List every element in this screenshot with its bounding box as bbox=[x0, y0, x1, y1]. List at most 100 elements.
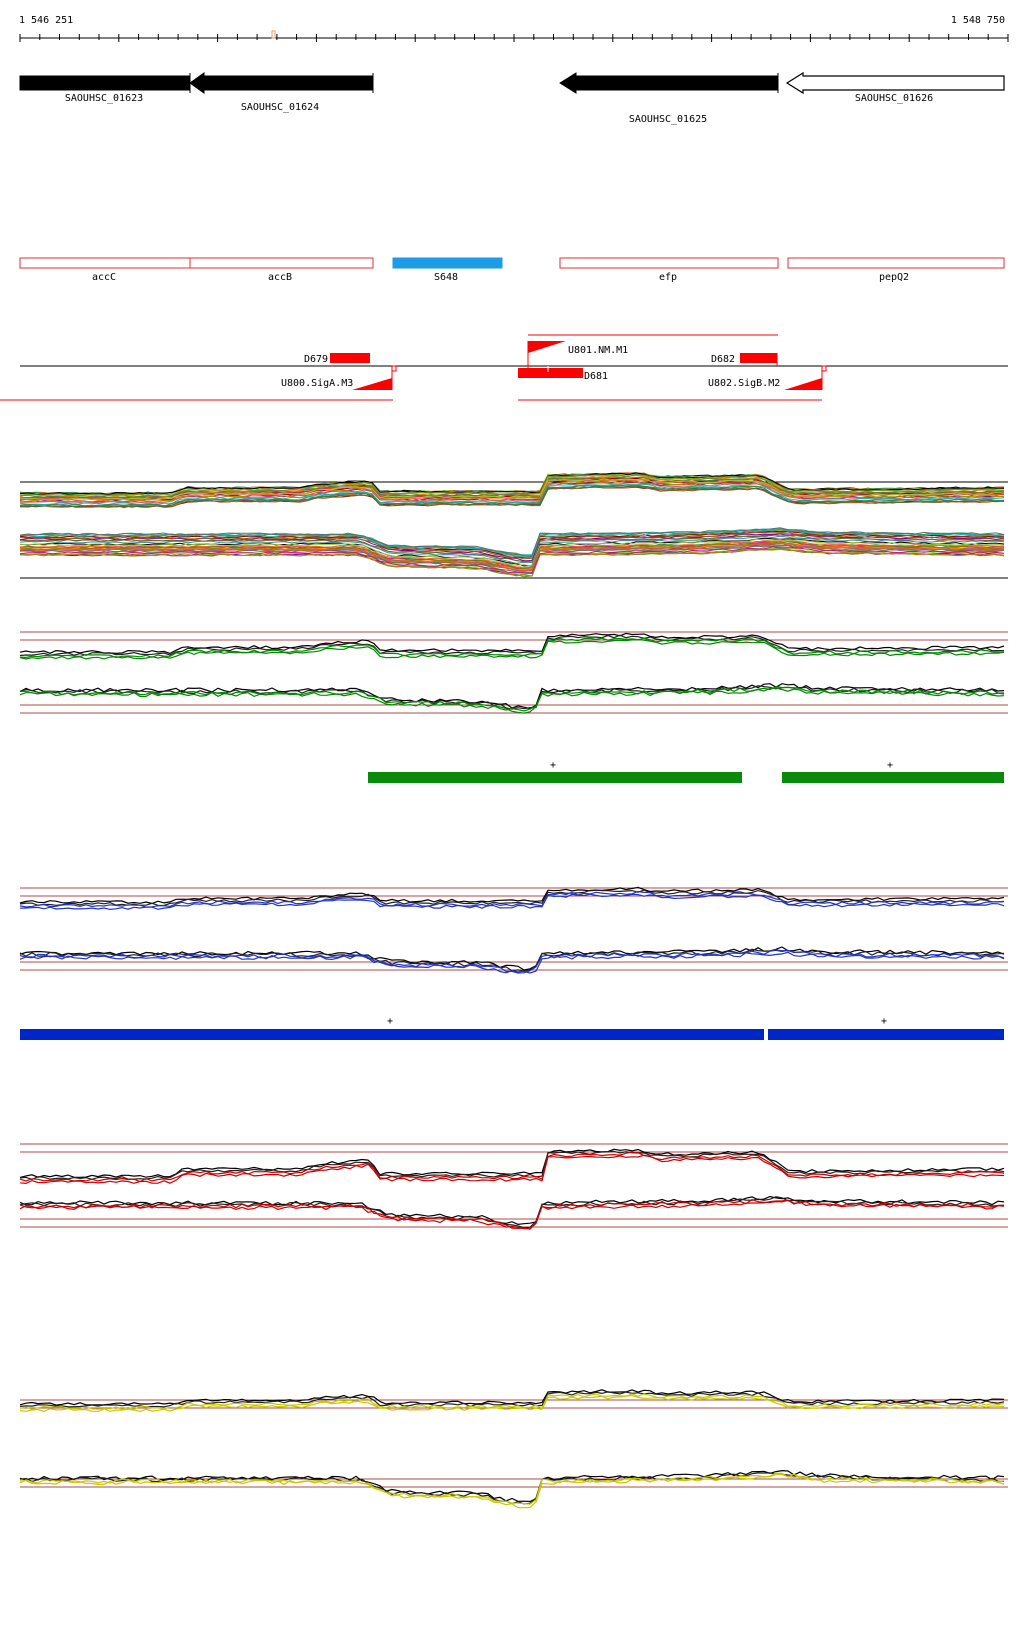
blue-track-lower-line bbox=[19, 951, 1005, 974]
multicolor-upper-line bbox=[19, 482, 1005, 504]
annotation-label-accb: accB bbox=[268, 272, 292, 283]
blue-segment-bar[interactable] bbox=[768, 1029, 1004, 1040]
multicolor-lower-line bbox=[19, 546, 1005, 574]
green-segment-bar[interactable] bbox=[782, 772, 1004, 783]
green-segment-mark: + bbox=[887, 760, 893, 771]
yellow-track-lower-line bbox=[19, 1472, 1005, 1505]
multicolor-lower-line bbox=[19, 538, 1005, 567]
annotation-label-pepq2: pepQ2 bbox=[879, 272, 909, 283]
blue-segment-mark: + bbox=[387, 1016, 393, 1027]
coordinate-ruler: 1 546 251 1 548 750 bbox=[19, 15, 1009, 42]
multicolor-lower-line bbox=[19, 541, 1005, 570]
expression-track-red bbox=[19, 1143, 1008, 1230]
multicolor-upper-line bbox=[19, 478, 1005, 501]
expression-track-yellow bbox=[19, 1389, 1008, 1509]
feature-block-d682[interactable] bbox=[740, 353, 777, 363]
multicolor-lower-line bbox=[19, 533, 1005, 562]
green-track-upper-line bbox=[19, 634, 1004, 657]
multicolor-upper-line bbox=[19, 485, 1005, 508]
yellow-track-upper-line bbox=[19, 1389, 1005, 1406]
gene-track: SAOUHSC_01623 SAOUHSC_01624 SAOUHSC_0162… bbox=[19, 71, 1005, 125]
blue-segment-mark: + bbox=[881, 1016, 887, 1027]
multicolor-lower-line bbox=[19, 537, 1005, 567]
annotation-box-pepq2[interactable] bbox=[787, 257, 1005, 269]
green-track-lower-line bbox=[19, 686, 1005, 712]
ruler-end-label: 1 548 750 bbox=[951, 15, 1005, 26]
gene-arrow-saouhsc-01625[interactable] bbox=[559, 72, 779, 94]
green-expression-lines bbox=[19, 632, 1005, 714]
green-segment-track: + + bbox=[368, 760, 1004, 783]
annotation-label-efp: efp bbox=[659, 272, 677, 283]
blue-track-lower-line bbox=[19, 948, 1005, 972]
annotation-box-s648[interactable] bbox=[392, 257, 503, 269]
multicolor-lower-line bbox=[19, 545, 1005, 574]
blue-segment-track: + + bbox=[20, 1016, 1004, 1040]
blue-track-lower-line bbox=[19, 946, 1005, 971]
gene-label-saouhsc-01624: SAOUHSC_01624 bbox=[241, 102, 319, 113]
gene-arrow-saouhsc-01624[interactable] bbox=[189, 72, 374, 94]
feature-label-d679: D679 bbox=[304, 354, 328, 365]
yellow-track-lower-line bbox=[19, 1469, 1005, 1503]
expression-track-blue bbox=[19, 886, 1008, 974]
blue-track-upper-line bbox=[19, 893, 1005, 911]
feature-label-u802: U802.SigB.M2 bbox=[708, 378, 780, 389]
multicolor-lower-line bbox=[19, 542, 1005, 572]
yellow-track-upper-line bbox=[19, 1391, 1005, 1408]
multicolor-upper-line bbox=[19, 484, 1005, 507]
gene-arrow-saouhsc-01626[interactable] bbox=[785, 71, 1005, 95]
blue-track-upper-line bbox=[19, 889, 1005, 907]
feature-wedge-u801[interactable] bbox=[528, 341, 566, 353]
multicolor-expression-lines bbox=[19, 472, 1005, 578]
blue-track-upper-line bbox=[19, 886, 1005, 905]
yellow-track-lower-line bbox=[19, 1472, 1005, 1505]
feature-track: D679 U800.SigA.M3 U801.NM.M1 D681 D682 U… bbox=[0, 334, 1008, 401]
feature-tick-u800 bbox=[391, 365, 397, 372]
green-segment-mark: + bbox=[550, 760, 556, 771]
green-track-lower-line bbox=[19, 685, 1005, 710]
annotation-box-accb[interactable] bbox=[189, 257, 374, 269]
red-track-upper-line bbox=[19, 1150, 1005, 1181]
feature-wedge-u800[interactable] bbox=[352, 378, 392, 390]
feature-block-d679[interactable] bbox=[330, 353, 370, 363]
green-track-upper-line bbox=[19, 638, 1005, 660]
multicolor-lower-line bbox=[19, 541, 1005, 571]
red-track-lower-line bbox=[19, 1199, 1005, 1230]
yellow-track-lower-line bbox=[19, 1473, 1005, 1509]
feature-tick-u802 bbox=[821, 365, 827, 372]
blue-expression-lines bbox=[19, 886, 1005, 974]
red-expression-lines bbox=[19, 1148, 1005, 1230]
multicolor-upper-line bbox=[19, 479, 1005, 503]
multicolor-lower-line bbox=[19, 528, 1005, 558]
gene-arrow-saouhsc-01623[interactable] bbox=[19, 75, 191, 91]
red-track-upper-line bbox=[19, 1148, 1005, 1179]
green-segment-bar[interactable] bbox=[368, 772, 742, 783]
annotation-label-accc: accC bbox=[92, 272, 116, 283]
multicolor-upper-line bbox=[19, 476, 1005, 499]
multicolor-lower-line bbox=[19, 535, 1005, 564]
green-track-upper-line bbox=[19, 637, 1005, 659]
red-track-lower-line bbox=[19, 1195, 1005, 1226]
annotation-box-efp[interactable] bbox=[559, 257, 779, 269]
green-track-lower-line bbox=[19, 687, 1005, 714]
annotation-box-accc[interactable] bbox=[19, 257, 191, 269]
multicolor-lower-line bbox=[19, 547, 1005, 575]
blue-segment-bar[interactable] bbox=[20, 1029, 764, 1040]
yellow-track-upper-line bbox=[19, 1394, 1005, 1413]
multicolor-upper-line bbox=[19, 474, 1005, 497]
gene-label-saouhsc-01626: SAOUHSC_01626 bbox=[855, 93, 933, 104]
multicolor-lower-line bbox=[19, 527, 1005, 557]
multicolor-lower-line bbox=[19, 531, 1005, 560]
feature-wedge-u802[interactable] bbox=[784, 378, 822, 390]
feature-label-d682: D682 bbox=[711, 354, 735, 365]
red-track-upper-line bbox=[19, 1154, 1005, 1185]
expression-track-multicolor bbox=[19, 472, 1008, 579]
expression-track-green bbox=[19, 631, 1008, 714]
gene-label-saouhsc-01625: SAOUHSC_01625 bbox=[629, 114, 707, 125]
yellow-track-upper-line bbox=[19, 1393, 1005, 1411]
feature-label-d681: D681 bbox=[584, 371, 608, 382]
feature-block-d681[interactable] bbox=[518, 368, 583, 378]
green-track-upper-line bbox=[19, 632, 1005, 655]
multicolor-lower-line bbox=[19, 533, 1005, 562]
blue-track-lower-line bbox=[19, 949, 1005, 974]
